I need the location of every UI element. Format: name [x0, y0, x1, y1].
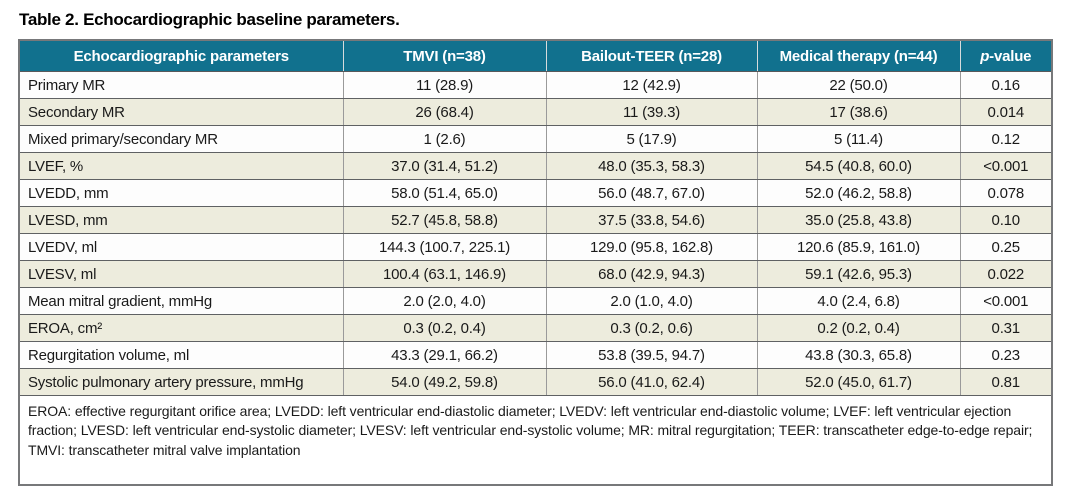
param-cell: Primary MR: [18, 71, 344, 99]
table-row: Regurgitation volume, ml 43.3 (29.1, 66.…: [18, 341, 1053, 369]
table-row: LVEF, % 37.0 (31.4, 51.2) 48.0 (35.3, 58…: [18, 152, 1053, 180]
column-header-parameters: Echocardiographic parameters: [19, 40, 343, 72]
table-title: Table 2. Echocardiographic baseline para…: [19, 10, 400, 29]
footnote-row: EROA: effective regurgitant orifice area…: [19, 395, 1052, 485]
param-cell: EROA, cm²: [18, 314, 344, 342]
param-cell: LVESD, mm: [18, 206, 344, 234]
value-cell: 59.1 (42.6, 95.3): [756, 260, 961, 288]
table-row: EROA, cm² 0.3 (0.2, 0.4) 0.3 (0.2, 0.6) …: [18, 314, 1053, 342]
value-cell: 5 (17.9): [545, 125, 758, 153]
table-row: Mixed primary/secondary MR 1 (2.6) 5 (17…: [18, 125, 1053, 153]
value-cell: 12 (42.9): [545, 71, 758, 99]
param-cell: LVESV, ml: [18, 260, 344, 288]
value-cell: 48.0 (35.3, 58.3): [545, 152, 758, 180]
pvalue-cell: 0.31: [959, 314, 1053, 342]
value-cell: 4.0 (2.4, 6.8): [756, 287, 961, 315]
value-cell: 11 (28.9): [342, 71, 547, 99]
pvalue-cell: 0.10: [959, 206, 1053, 234]
param-cell: Systolic pulmonary artery pressure, mmHg: [18, 368, 344, 396]
param-cell: LVEF, %: [18, 152, 344, 180]
pvalue-cell: 0.25: [959, 233, 1053, 261]
value-cell: 120.6 (85.9, 161.0): [756, 233, 961, 261]
param-cell: Regurgitation volume, ml: [18, 341, 344, 369]
header-row: Echocardiographic parameters TMVI (n=38)…: [19, 40, 1052, 72]
table-row: LVEDV, ml 144.3 (100.7, 225.1) 129.0 (95…: [18, 233, 1053, 261]
param-cell: Secondary MR: [18, 98, 344, 126]
page: Table 2. Echocardiographic baseline para…: [18, 10, 1053, 486]
pvalue-cell: <0.001: [959, 152, 1053, 180]
value-cell: 43.3 (29.1, 66.2): [342, 341, 547, 369]
pvalue-cell: 0.16: [959, 71, 1053, 99]
pvalue-cell: 0.81: [959, 368, 1053, 396]
pvalue-cell: 0.014: [959, 98, 1053, 126]
value-cell: 52.7 (45.8, 58.8): [342, 206, 547, 234]
table-row: LVESD, mm 52.7 (45.8, 58.8) 37.5 (33.8, …: [18, 206, 1053, 234]
table-row: Mean mitral gradient, mmHg 2.0 (2.0, 4.0…: [18, 287, 1053, 315]
table-footnotes: EROA: effective regurgitant orifice area…: [19, 395, 1052, 485]
column-header-medical-therapy: Medical therapy (n=44): [756, 40, 960, 72]
value-cell: 43.8 (30.3, 65.8): [756, 341, 961, 369]
table-row: Primary MR 11 (28.9) 12 (42.9) 22 (50.0)…: [18, 71, 1053, 99]
table-row: LVESV, ml 100.4 (63.1, 146.9) 68.0 (42.9…: [18, 260, 1053, 288]
value-cell: 0.3 (0.2, 0.6): [545, 314, 758, 342]
param-cell: Mixed primary/secondary MR: [18, 125, 344, 153]
param-cell: LVEDV, ml: [18, 233, 344, 261]
pvalue-cell: 0.078: [959, 179, 1053, 207]
value-cell: 0.2 (0.2, 0.4): [756, 314, 961, 342]
value-cell: 144.3 (100.7, 225.1): [342, 233, 547, 261]
value-cell: 58.0 (51.4, 65.0): [342, 179, 547, 207]
value-cell: 5 (11.4): [756, 125, 961, 153]
pvalue-cell: 0.022: [959, 260, 1053, 288]
value-cell: 2.0 (1.0, 4.0): [545, 287, 758, 315]
value-cell: 0.3 (0.2, 0.4): [342, 314, 547, 342]
pvalue-cell: 0.12: [959, 125, 1053, 153]
param-cell: LVEDD, mm: [18, 179, 344, 207]
param-cell: Mean mitral gradient, mmHg: [18, 287, 344, 315]
column-header-tmvi: TMVI (n=38): [342, 40, 546, 72]
value-cell: 54.0 (49.2, 59.8): [342, 368, 547, 396]
pvalue-header-italic: p: [980, 47, 990, 65]
value-cell: 1 (2.6): [342, 125, 547, 153]
value-cell: 52.0 (46.2, 58.8): [756, 179, 961, 207]
value-cell: 68.0 (42.9, 94.3): [545, 260, 758, 288]
table-row: LVEDD, mm 58.0 (51.4, 65.0) 56.0 (48.7, …: [18, 179, 1053, 207]
value-cell: 100.4 (63.1, 146.9): [342, 260, 547, 288]
pvalue-header-rest: -value: [989, 47, 1032, 65]
value-cell: 37.5 (33.8, 54.6): [545, 206, 758, 234]
value-cell: 53.8 (39.5, 94.7): [545, 341, 758, 369]
echo-parameters-table: Echocardiographic parameters TMVI (n=38)…: [18, 39, 1053, 486]
value-cell: 54.5 (40.8, 60.0): [756, 152, 961, 180]
value-cell: 35.0 (25.8, 43.8): [756, 206, 961, 234]
value-cell: 56.0 (41.0, 62.4): [545, 368, 758, 396]
value-cell: 56.0 (48.7, 67.0): [545, 179, 758, 207]
pvalue-cell: <0.001: [959, 287, 1053, 315]
pvalue-cell: 0.23: [959, 341, 1053, 369]
table-row: Secondary MR 26 (68.4) 11 (39.3) 17 (38.…: [18, 98, 1053, 126]
value-cell: 17 (38.6): [756, 98, 961, 126]
value-cell: 2.0 (2.0, 4.0): [342, 287, 547, 315]
value-cell: 26 (68.4): [342, 98, 547, 126]
value-cell: 22 (50.0): [756, 71, 961, 99]
value-cell: 52.0 (45.0, 61.7): [756, 368, 961, 396]
column-header-pvalue: p-value: [959, 40, 1052, 72]
column-header-bailout-teer: Bailout-TEER (n=28): [545, 40, 757, 72]
value-cell: 129.0 (95.8, 162.8): [545, 233, 758, 261]
value-cell: 11 (39.3): [545, 98, 758, 126]
value-cell: 37.0 (31.4, 51.2): [342, 152, 547, 180]
table-row: Systolic pulmonary artery pressure, mmHg…: [18, 368, 1053, 396]
